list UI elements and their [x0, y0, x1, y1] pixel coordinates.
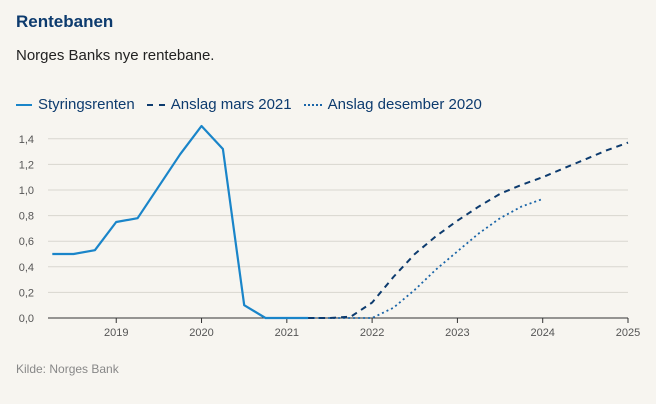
x-tick-label: 2019	[104, 327, 128, 339]
x-tick-label: 2023	[445, 327, 469, 339]
chart-title: Rentebanen	[16, 12, 114, 31]
x-tick-label: 2024	[530, 327, 554, 339]
legend-item-dec2020: Anslag desember 2020	[303, 96, 482, 113]
x-tick-label: 2020	[189, 327, 213, 339]
legend-item-actual: Styringsrenten	[16, 96, 135, 113]
y-tick-label: 1,0	[19, 185, 34, 197]
y-tick-label: 1,2	[19, 159, 34, 171]
x-tick-label: 2022	[360, 327, 384, 339]
source-note: Kilde: Norges Bank	[16, 362, 119, 376]
legend-item-march2021: Anslag mars 2021	[146, 96, 292, 113]
y-tick-label: 0,0	[19, 313, 34, 325]
series-line-styringsrenten	[52, 124, 309, 320]
line-chart: 0,0 0,2 0,4 0,6 0,8 1,0 1,2 1,4 2019 2020 2021 2022…	[19, 124, 640, 339]
y-tick-label: 0,4	[19, 262, 34, 274]
legend-swatch-dotted	[303, 103, 322, 106]
legend-label-dec2020: Anslag desember 2020	[327, 96, 482, 113]
y-tick-label: 1,4	[19, 134, 34, 146]
legend-swatch-dashed	[146, 103, 165, 106]
x-tick-label: 2021	[275, 327, 299, 339]
chart-subtitle: Norges Banks nye rentebane.	[16, 47, 215, 64]
y-tick-label: 0,6	[19, 236, 34, 248]
legend: Styringsrenten Anslag mars 2021 Anslag d…	[16, 96, 486, 113]
series-line-anslag-mars-2021	[308, 141, 629, 319]
series-line-anslag-desember-2020	[308, 198, 544, 319]
legend-label-actual: Styringsrenten	[38, 96, 135, 113]
x-tick-label: 2025	[616, 327, 640, 339]
legend-label-march2021: Anslag mars 2021	[170, 96, 292, 113]
legend-swatch-solid	[16, 103, 32, 106]
y-tick-label: 0,2	[19, 287, 34, 299]
y-tick-label: 0,8	[19, 211, 34, 223]
